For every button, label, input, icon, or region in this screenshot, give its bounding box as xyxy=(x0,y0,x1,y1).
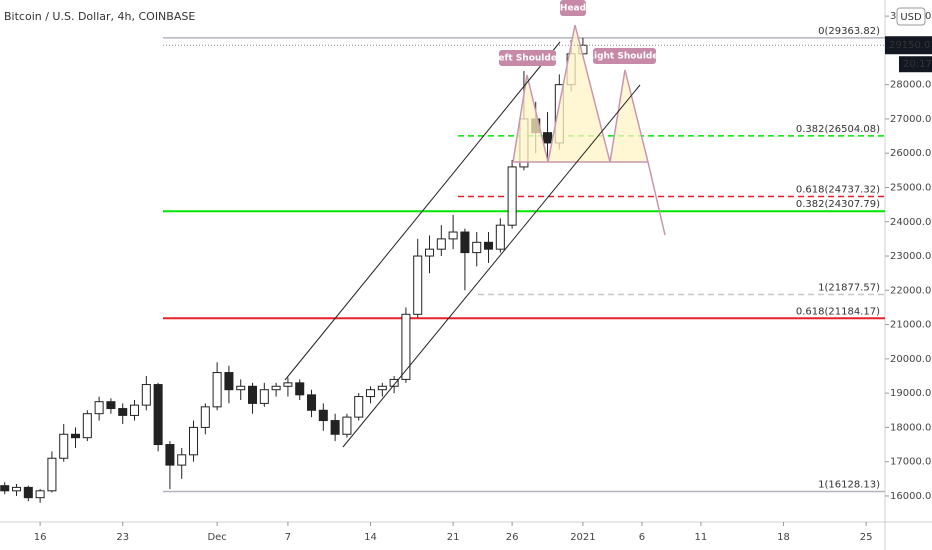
candle-body xyxy=(366,389,376,398)
currency-button[interactable] xyxy=(896,7,926,26)
y-tick-label: 28000.00 xyxy=(890,80,932,91)
head-shoulders-pattern xyxy=(512,24,649,163)
candle-body xyxy=(295,382,305,396)
candle-body xyxy=(330,420,340,435)
candle-body xyxy=(59,433,69,459)
candle-body xyxy=(495,224,505,250)
channel-lower xyxy=(342,84,641,448)
candle-body xyxy=(283,382,293,387)
candle-body xyxy=(271,385,281,391)
left-shoulder-label: Left Shoulder xyxy=(493,54,562,64)
candle-body xyxy=(141,384,151,406)
y-tick-label: 19000.00 xyxy=(890,388,932,399)
candle-body xyxy=(94,401,104,415)
x-tick-label: 14 xyxy=(364,532,377,543)
y-tick-label: 23000.00 xyxy=(890,251,932,262)
x-tick-label: 11 xyxy=(695,532,708,543)
pattern-projection xyxy=(647,161,666,236)
candle-body xyxy=(165,444,175,466)
level-label: 1(16128.13) xyxy=(818,480,880,491)
x-tick-label: 2021 xyxy=(570,532,595,543)
axes: 16000.00 17000.00 18000.00 19000.00 20000.00… xyxy=(34,11,932,543)
current-price-label: 29150.07 xyxy=(889,40,932,51)
fib-levels: 0(29363.82) 0.382(26504.08) 0.618(24737.32… xyxy=(163,26,885,493)
timer-box xyxy=(899,56,932,73)
x-tick-label: 21 xyxy=(447,532,460,543)
y-tick-label: 22000.00 xyxy=(890,285,932,296)
chart-title: Bitcoin / U.S. Dollar, 4h, COINBASE xyxy=(4,10,195,23)
tag-box xyxy=(560,0,586,16)
candle-body xyxy=(0,485,10,492)
candle-body xyxy=(177,454,187,466)
x-tick-label: 25 xyxy=(860,532,873,543)
level-label: 0.618(21184.17) xyxy=(796,306,880,317)
level-label: 0.382(24307.79) xyxy=(796,199,880,210)
candle-body xyxy=(389,378,399,387)
tag-box xyxy=(593,48,656,64)
level-label: 0.618(24737.32) xyxy=(796,184,880,195)
candle-body xyxy=(224,372,234,391)
level-label: 0(29363.82) xyxy=(818,26,880,37)
level-label: 1(21877.57) xyxy=(818,283,880,294)
x-tick-label: 7 xyxy=(285,532,291,543)
candle-body xyxy=(354,396,364,418)
y-tick-label: 21000.00 xyxy=(890,320,932,331)
y-tick-label: 26000.00 xyxy=(890,148,932,159)
tag-box xyxy=(499,50,556,66)
candle-body xyxy=(318,409,328,422)
candle-body xyxy=(71,433,81,439)
currency-label[interactable]: USD xyxy=(900,12,922,23)
candle-body xyxy=(507,166,517,226)
head-label: Head xyxy=(560,4,586,14)
candle-body xyxy=(118,408,128,416)
x-tick-label: Dec xyxy=(207,532,226,543)
y-tick-label: 18000.00 xyxy=(890,422,932,433)
candle-body xyxy=(342,416,352,435)
x-tick-label: 18 xyxy=(777,532,790,543)
candle-body xyxy=(460,231,470,254)
candle-body xyxy=(236,385,246,391)
x-tick-label: 6 xyxy=(639,532,645,543)
candle-body xyxy=(543,132,553,144)
timer-label: 20:17 xyxy=(903,59,932,70)
candle-body xyxy=(484,241,494,250)
x-tick-label: 26 xyxy=(506,532,519,543)
candle-body xyxy=(106,401,116,410)
candle-body xyxy=(47,457,57,492)
y-tick-label: 25000.00 xyxy=(890,182,932,193)
current-price-box xyxy=(885,36,932,55)
candle-body xyxy=(35,490,45,499)
y-tick-label: 24000.00 xyxy=(890,217,932,228)
candle-body xyxy=(212,372,222,408)
x-tick-label: 23 xyxy=(116,532,129,543)
candle-body xyxy=(130,404,140,416)
candle-body xyxy=(23,486,33,499)
candle-body xyxy=(413,255,423,315)
candle-body xyxy=(189,426,199,456)
candle-body xyxy=(82,413,92,439)
y-tick-label: 16000.00 xyxy=(890,491,932,502)
y-tick-label: 27000.00 xyxy=(890,114,932,125)
candle-body xyxy=(448,231,458,240)
y-tick-label: 20000.00 xyxy=(890,354,932,365)
candle-body xyxy=(425,248,435,257)
candle-body xyxy=(12,486,22,492)
candle-body xyxy=(259,389,269,404)
candle-body xyxy=(307,394,317,411)
right-shoulder-label: Right Shoulder xyxy=(587,52,663,62)
y-tick-label: 17000.00 xyxy=(890,457,932,468)
drawings: Head Left Shoulder Right Shoulder xyxy=(284,0,666,448)
candle-body xyxy=(436,238,446,250)
x-tick-label: 16 xyxy=(34,532,47,543)
candle-body xyxy=(401,313,411,380)
candle-body xyxy=(153,384,163,446)
level-label: 0.382(26504.08) xyxy=(796,124,880,135)
candle-body xyxy=(377,385,387,391)
candle-body xyxy=(200,406,210,428)
candle-body xyxy=(248,385,258,404)
candle-body xyxy=(472,241,482,254)
channel-upper xyxy=(284,41,561,381)
